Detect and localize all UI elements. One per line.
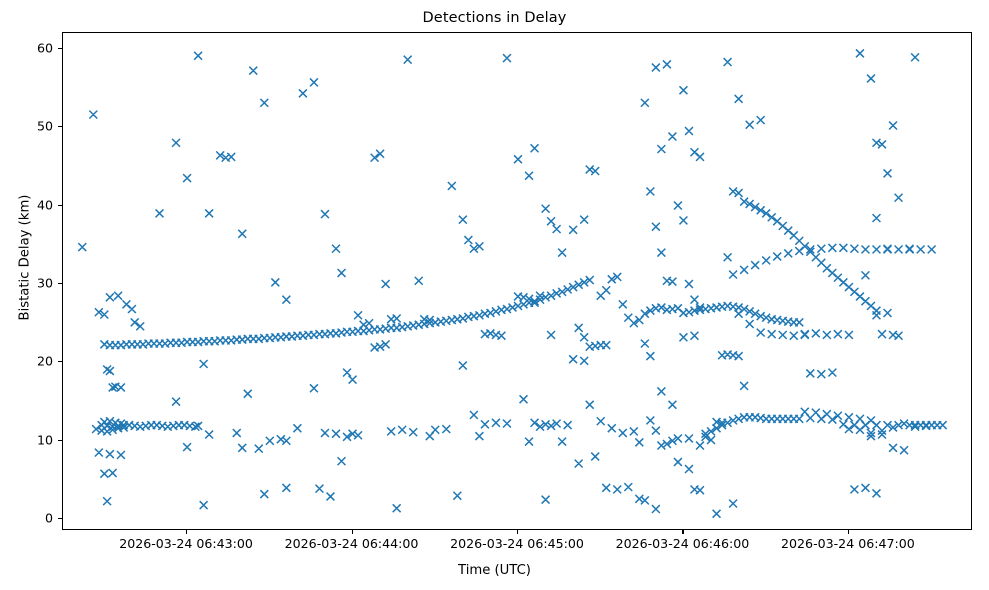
y-axis-label: Bistatic Delay (km): [17, 194, 33, 321]
x-tick-label: 2026-03-24 06:46:00: [615, 536, 750, 551]
y-tick-mark: [58, 361, 62, 363]
y-tick-mark: [58, 282, 62, 285]
x-tick-label: 2026-03-24 06:47:00: [781, 536, 915, 551]
scatter-marker-set: [77, 48, 948, 519]
y-axis-tick-labels: 0 10 20 30 40 50 60: [0, 0, 53, 590]
x-tick-mark: [847, 530, 849, 534]
x-tick-mark: [682, 530, 684, 534]
x-tick-mark: [186, 530, 188, 534]
scatter-plot-area: [77, 48, 948, 519]
y-tick-label: 30: [36, 275, 53, 291]
y-tick-label: 40: [36, 197, 53, 213]
y-tick-label: 0: [44, 510, 53, 526]
y-tick-label: 60: [36, 40, 53, 56]
x-tick-label: 2026-03-24 06:44:00: [284, 536, 419, 551]
y-tick-mark: [58, 439, 62, 441]
y-tick-label: 20: [36, 353, 53, 369]
y-tick-mark: [58, 126, 62, 128]
x-tick-label: 2026-03-24 06:43:00: [119, 536, 253, 551]
x-tick-mark: [351, 530, 353, 534]
x-tick-label: 2026-03-24 06:45:00: [450, 536, 584, 551]
y-tick-label: 50: [36, 118, 53, 134]
plot-axes-frame: [62, 32, 972, 530]
x-tick-mark: [517, 530, 519, 534]
scatter-markers: [77, 48, 948, 519]
y-tick-mark: [58, 518, 62, 520]
chart-title: Detections in Delay: [422, 10, 567, 26]
x-axis-label: Time (UTC): [458, 563, 531, 578]
y-tick-label: 10: [36, 432, 53, 448]
y-tick-mark: [58, 204, 62, 206]
y-tick-mark: [58, 47, 62, 49]
